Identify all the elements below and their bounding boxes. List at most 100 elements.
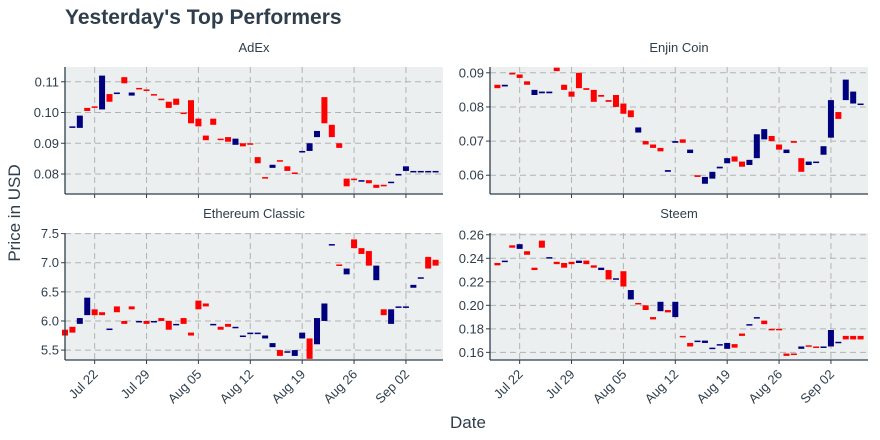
- x-tick-label: Jul 22: [66, 367, 101, 402]
- candle-body: [724, 342, 731, 349]
- candle-body: [857, 103, 864, 106]
- y-tick-label: 0.09: [459, 65, 484, 80]
- candle-body: [336, 264, 343, 266]
- candle-body: [538, 240, 545, 248]
- candle-body: [598, 267, 605, 271]
- candle-body: [254, 332, 261, 335]
- candle-body: [388, 309, 395, 324]
- candle-body: [195, 118, 202, 127]
- candle-body: [395, 174, 402, 176]
- candle-body: [284, 166, 291, 171]
- candle-body: [724, 158, 731, 164]
- candle-body: [91, 309, 98, 316]
- y-tick-label: 6.0: [41, 313, 59, 328]
- candle-body: [598, 94, 605, 97]
- candle-body: [262, 335, 269, 339]
- candle-body: [842, 335, 849, 340]
- candle-body: [165, 101, 172, 108]
- candle-body: [516, 244, 523, 249]
- candle-body: [546, 257, 553, 259]
- y-tick-label: 0.09: [34, 136, 59, 151]
- candle-body: [716, 344, 723, 346]
- candle-body: [583, 260, 590, 265]
- candle-body: [365, 180, 372, 184]
- x-tick-label: Aug 12: [217, 367, 257, 407]
- candle-body: [232, 138, 239, 145]
- candle-body: [328, 124, 335, 138]
- candle-body: [432, 259, 439, 266]
- candle-body: [351, 178, 358, 181]
- candle-body: [143, 320, 150, 324]
- x-axis-title: Date: [450, 413, 486, 432]
- candle-body: [650, 144, 657, 148]
- candle-body: [202, 135, 209, 141]
- candle-body: [524, 251, 531, 255]
- candle-body: [575, 72, 582, 89]
- y-tick-label: 0.10: [34, 105, 59, 120]
- candle-body: [679, 139, 686, 143]
- candle-body: [776, 328, 783, 331]
- candle-body: [694, 175, 701, 177]
- y-tick-label: 0.06: [459, 168, 484, 183]
- panel-background: [490, 233, 868, 360]
- candle-body: [432, 170, 439, 173]
- candle-body: [553, 261, 560, 265]
- candle-body: [276, 160, 283, 162]
- candle-body: [568, 261, 575, 265]
- candle-body: [627, 290, 634, 300]
- y-tick-label: 0.16: [459, 345, 484, 360]
- candle-body: [106, 94, 113, 102]
- y-tick-label: 7.0: [41, 255, 59, 270]
- candle-body: [590, 89, 597, 102]
- candle-body: [158, 98, 165, 101]
- candle-body: [590, 265, 597, 268]
- candle-body: [813, 346, 820, 348]
- y-tick-label: 7.5: [41, 226, 59, 241]
- candle-body: [761, 320, 768, 325]
- candle-body: [84, 107, 91, 111]
- candle-body: [687, 342, 694, 347]
- y-tick-label: 0.08: [459, 99, 484, 114]
- y-tick-label: 0.22: [459, 274, 484, 289]
- candle-body: [798, 346, 805, 349]
- candle-body: [328, 244, 335, 246]
- y-tick-label: 0.07: [459, 134, 484, 149]
- candle-body: [857, 335, 864, 340]
- candle-body: [746, 324, 753, 326]
- candle-body: [850, 91, 857, 104]
- candle-body: [687, 149, 694, 154]
- candle-body: [776, 144, 783, 150]
- candle-body: [716, 166, 723, 169]
- candle-body: [113, 306, 120, 313]
- candle-body: [709, 171, 716, 179]
- candle-body: [173, 323, 180, 326]
- candle-body: [620, 103, 627, 114]
- y-tick-label: 0.08: [34, 167, 59, 182]
- candle-body: [605, 100, 612, 102]
- candle-body: [202, 303, 209, 307]
- x-tick-label: Sep 02: [797, 367, 837, 407]
- candle-body: [620, 271, 627, 287]
- candle-body: [642, 141, 649, 145]
- candle-body: [247, 143, 254, 145]
- candle-body: [395, 306, 402, 308]
- x-tick-label: Jul 22: [491, 367, 526, 402]
- candle-body: [575, 260, 582, 263]
- candle-body: [672, 141, 679, 143]
- candle-body: [561, 84, 568, 90]
- candle-body: [299, 150, 306, 153]
- candle-body: [709, 347, 716, 350]
- candle-body: [121, 320, 128, 324]
- candle-body: [731, 156, 738, 162]
- candle-body: [210, 323, 217, 326]
- x-tick-label: Jul 29: [118, 367, 153, 402]
- candle-body: [217, 138, 224, 141]
- candle-body: [343, 268, 350, 275]
- candle-body: [679, 335, 686, 338]
- candle-body: [195, 300, 202, 310]
- candle-body: [516, 74, 523, 78]
- candle-body: [373, 184, 380, 188]
- candle-body: [509, 245, 516, 248]
- chart-title: Yesterday's Top Performers: [65, 6, 342, 29]
- candle-body: [76, 115, 83, 128]
